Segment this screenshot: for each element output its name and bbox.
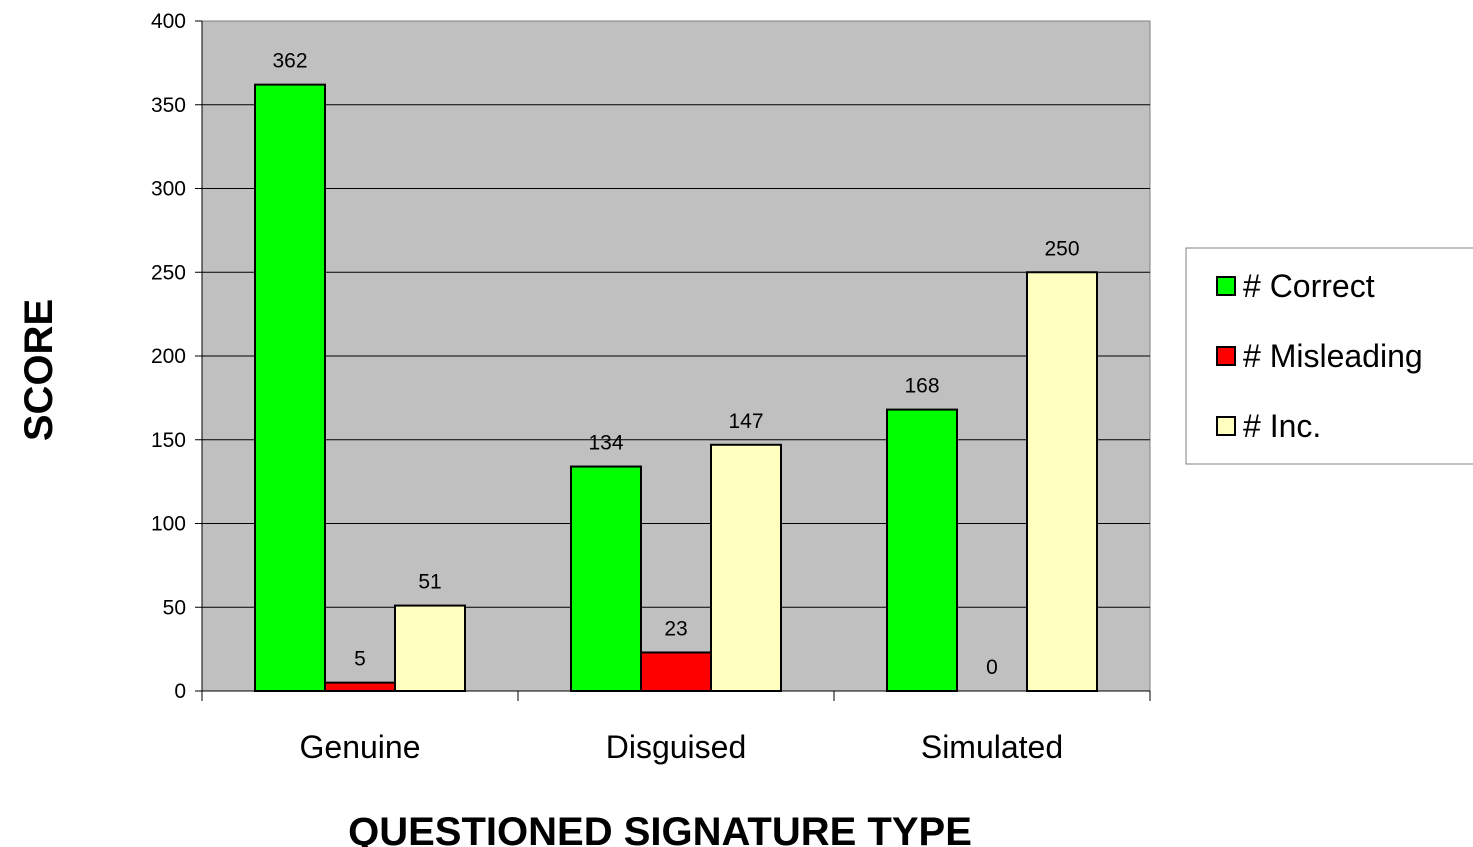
y-tick-label: 200 bbox=[151, 345, 186, 368]
legend-swatch bbox=[1216, 276, 1236, 296]
bar bbox=[570, 465, 642, 692]
bar bbox=[710, 443, 782, 692]
legend: # Correct # Misleading # Inc. bbox=[1185, 247, 1473, 465]
data-label: 0 bbox=[986, 656, 998, 679]
bar bbox=[886, 408, 958, 692]
gridlines bbox=[202, 104, 1150, 608]
data-label: 168 bbox=[904, 375, 939, 398]
legend-label: # Inc. bbox=[1243, 408, 1321, 444]
y-tick-label: 250 bbox=[151, 261, 186, 284]
data-label: 250 bbox=[1044, 237, 1079, 260]
data-label: 147 bbox=[728, 410, 763, 433]
y-tick-label: 150 bbox=[151, 429, 186, 452]
legend-swatch bbox=[1216, 346, 1236, 366]
data-label: 134 bbox=[588, 432, 623, 455]
y-tick-label: 400 bbox=[151, 10, 186, 33]
data-label: 51 bbox=[418, 571, 441, 594]
bar bbox=[1026, 271, 1098, 692]
data-label: 23 bbox=[664, 617, 687, 640]
data-label: 5 bbox=[354, 648, 366, 671]
bar bbox=[394, 604, 466, 693]
x-axis-title: QUESTIONED SIGNATURE TYPE bbox=[348, 810, 972, 847]
y-tick-label: 0 bbox=[174, 680, 186, 703]
category-labels: Genuine Disguised Simulated bbox=[300, 729, 1064, 765]
y-axis-title: SCORE bbox=[17, 299, 61, 441]
category-label: Genuine bbox=[300, 729, 421, 765]
legend-label: # Correct bbox=[1243, 268, 1375, 304]
legend-label: # Misleading bbox=[1243, 338, 1423, 374]
x-axis-ticks bbox=[201, 691, 1151, 701]
data-labels: 362 5 51 134 23 147 168 0 250 bbox=[272, 50, 1079, 679]
category-label: Disguised bbox=[606, 729, 747, 765]
y-tick-label: 50 bbox=[163, 596, 186, 619]
y-tick-label: 300 bbox=[151, 178, 186, 201]
bar bbox=[324, 681, 396, 692]
bar bbox=[254, 83, 326, 692]
category-label: Simulated bbox=[921, 729, 1063, 765]
y-tick-label: 350 bbox=[151, 94, 186, 117]
legend-swatch bbox=[1216, 416, 1236, 436]
bar bbox=[640, 651, 712, 692]
y-axis-ticks: 0 50 100 150 200 250 300 350 400 bbox=[151, 10, 202, 703]
data-label: 362 bbox=[272, 50, 307, 73]
y-tick-label: 100 bbox=[151, 513, 186, 536]
